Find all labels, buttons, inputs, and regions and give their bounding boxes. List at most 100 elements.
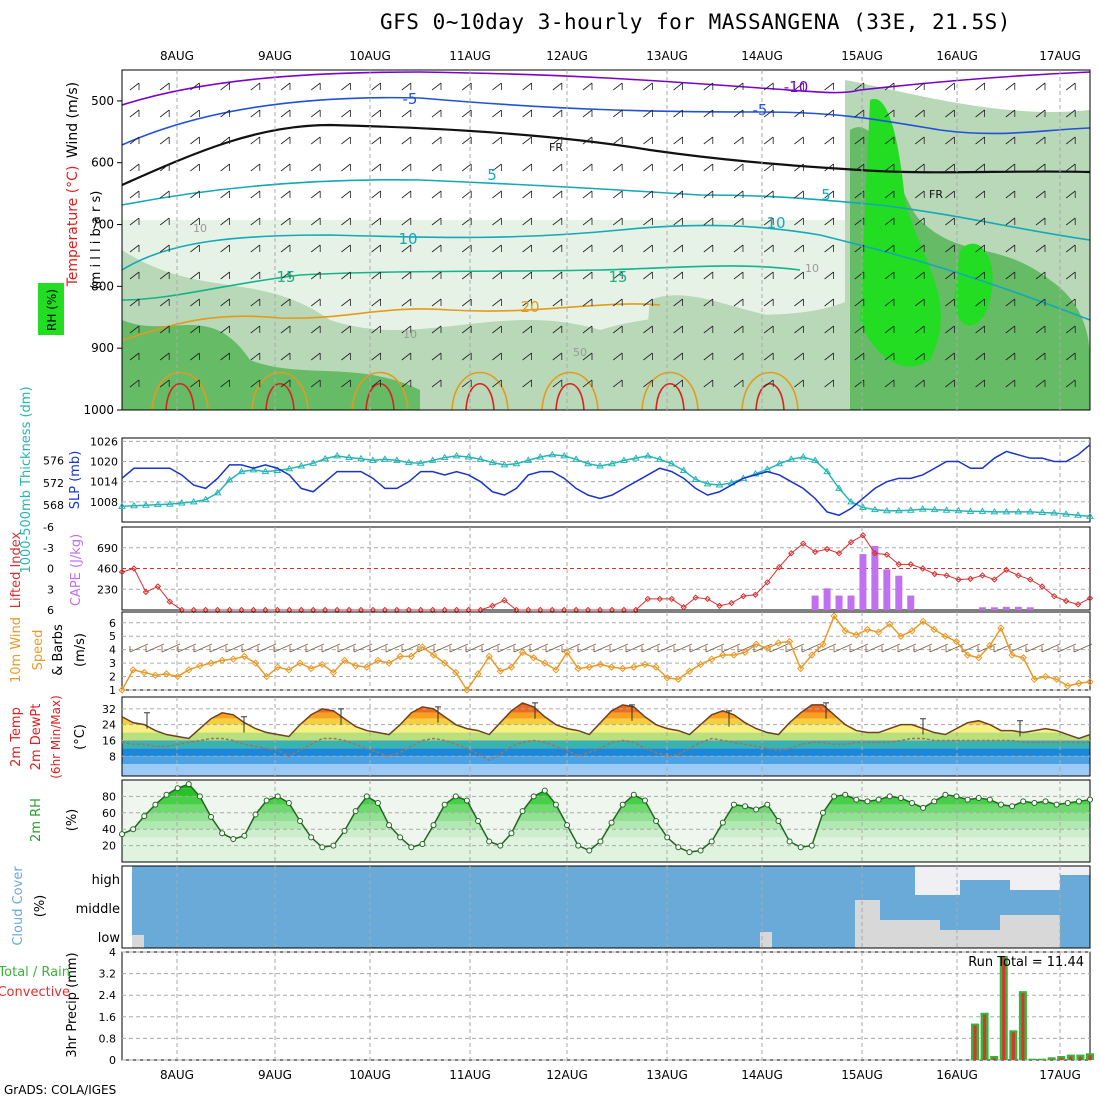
upper-wind-barb bbox=[824, 217, 834, 226]
upper-wind-barb bbox=[582, 163, 593, 172]
thickness-point bbox=[679, 466, 688, 473]
upper-wind-barb bbox=[643, 109, 653, 118]
thickness-point bbox=[1026, 507, 1035, 515]
lifted-point bbox=[871, 550, 879, 557]
upper-wind-barb bbox=[854, 109, 865, 118]
upper-wind-barb bbox=[159, 379, 170, 388]
lifted-point bbox=[752, 591, 759, 598]
precip-conv-bar bbox=[1011, 1032, 1015, 1060]
upper-wind-barb bbox=[250, 217, 261, 226]
thickness-tick-label: 568 bbox=[43, 499, 64, 512]
rh-tick-label: 80 bbox=[102, 790, 116, 803]
thickness-point bbox=[1074, 511, 1082, 518]
upper-wind-barb bbox=[190, 190, 200, 199]
thickness-point bbox=[643, 451, 652, 459]
wind-barb bbox=[897, 643, 917, 653]
lifted-point bbox=[955, 576, 962, 583]
thickness-point bbox=[488, 458, 497, 466]
wind-barb bbox=[625, 643, 645, 653]
upper-wind-barb bbox=[250, 190, 261, 199]
upper-wind-barb bbox=[461, 298, 472, 307]
thickness-point bbox=[918, 505, 927, 512]
upper-wind-barb bbox=[310, 136, 321, 145]
wind-speed-point bbox=[229, 655, 237, 663]
upper-wind-barb bbox=[673, 109, 683, 118]
upper-wind-barb bbox=[1005, 163, 1016, 172]
cape-tick-label: 230 bbox=[97, 583, 118, 596]
upper-wind-barb bbox=[250, 244, 261, 253]
wind-speed-point bbox=[574, 664, 582, 673]
upper-wind-barb bbox=[341, 352, 351, 361]
upper-wind-barb bbox=[461, 109, 472, 118]
top-date-label: 17AUG bbox=[1039, 49, 1081, 63]
top-date-label: 9AUG bbox=[258, 49, 292, 63]
upper-wind-barb bbox=[310, 109, 321, 118]
upper-wind-barb bbox=[643, 136, 653, 145]
upper-wind-barb bbox=[220, 82, 230, 91]
upper-wind-barb bbox=[703, 82, 714, 91]
cape-bar bbox=[883, 569, 891, 610]
rh2m-point bbox=[886, 793, 893, 800]
upper-wind-barb bbox=[945, 244, 955, 253]
temp-band bbox=[122, 756, 1090, 765]
rh2m-point bbox=[252, 811, 259, 818]
wind-speed-point bbox=[251, 659, 260, 667]
upper-wind-barb bbox=[975, 379, 985, 388]
thickness-point bbox=[894, 506, 903, 514]
thickness-point bbox=[655, 455, 664, 462]
wind-speed-point bbox=[351, 662, 360, 670]
upper-wind-barb bbox=[220, 217, 230, 226]
upper-wind-barb bbox=[733, 190, 744, 199]
upper-wind-barb bbox=[129, 244, 140, 253]
top-date-label: 8AUG bbox=[160, 49, 194, 63]
bottom-date-label: 13AUG bbox=[646, 1068, 688, 1082]
upper-wind-barb bbox=[431, 163, 442, 172]
rh2m-point bbox=[530, 793, 537, 800]
upper-wind-barb bbox=[129, 109, 140, 118]
thickness-point bbox=[381, 455, 389, 462]
upper-wind-barb bbox=[1005, 109, 1016, 118]
upper-wind-barb bbox=[1005, 244, 1016, 253]
pressure-axis-label: (m i l l i b a r s) bbox=[89, 191, 104, 290]
upper-wind-barb bbox=[371, 82, 381, 91]
slp-line bbox=[121, 444, 1091, 517]
thickness-point bbox=[787, 455, 796, 462]
precip-tick-label: 2.4 bbox=[99, 989, 117, 1002]
upper-wind-barb bbox=[159, 190, 170, 199]
upper-wind-barb bbox=[975, 190, 985, 199]
lifted-tick-label: -3 bbox=[43, 542, 54, 555]
top-date-label: 15AUG bbox=[841, 49, 883, 63]
lifted-point bbox=[1086, 595, 1094, 602]
upper-wind-barb bbox=[884, 244, 895, 253]
upper-wind-barb bbox=[190, 352, 200, 361]
temp-contour-fr bbox=[121, 123, 1091, 187]
wind-speed-point bbox=[618, 664, 627, 673]
slp-axis-label: SLP (mb) bbox=[68, 451, 83, 510]
upper-wind-barb bbox=[794, 352, 804, 361]
upper-wind-barb bbox=[824, 352, 834, 361]
wind-tick-label: 6 bbox=[109, 617, 116, 630]
upper-wind-barb bbox=[945, 379, 955, 388]
temp-contour-20 bbox=[121, 303, 661, 341]
upper-wind-barb bbox=[492, 244, 502, 253]
upper-wind-barb bbox=[673, 82, 683, 91]
thickness-point bbox=[823, 467, 831, 475]
upper-wind-barb bbox=[1065, 352, 1076, 361]
thickness-point bbox=[1086, 512, 1094, 519]
wind-barb bbox=[433, 643, 453, 653]
precip-total-bar bbox=[1038, 1058, 1047, 1060]
upper-wind-barb bbox=[552, 190, 563, 199]
thickness-point bbox=[799, 453, 808, 460]
upper-wind-barb bbox=[492, 217, 502, 226]
precip-conv-bar bbox=[1021, 993, 1025, 1060]
cloud-row-label: high bbox=[92, 873, 120, 888]
thickness-point bbox=[500, 460, 509, 468]
wind-speed-point bbox=[318, 660, 326, 669]
cape-tick-label: 460 bbox=[97, 563, 118, 576]
wind-speed-point bbox=[518, 648, 527, 657]
thickness-axis-label: 1000-500mb Thickness (dm) bbox=[19, 386, 34, 573]
upper-wind-barb bbox=[673, 190, 683, 199]
thickness-point bbox=[153, 500, 162, 508]
upper-wind-barb bbox=[552, 244, 563, 253]
